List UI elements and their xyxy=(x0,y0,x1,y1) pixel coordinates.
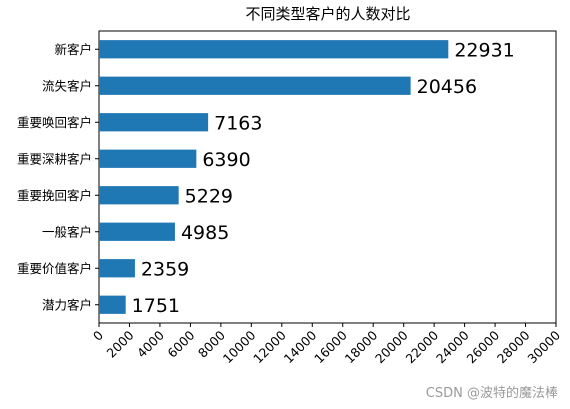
x-tick-label: 4000 xyxy=(134,327,167,360)
x-tick-label: 24000 xyxy=(433,327,472,366)
watermark: CSDN @波特的魔法棒 xyxy=(426,385,558,401)
chart-title: 不同类型客户的人数对比 xyxy=(245,5,410,23)
category-label: 新客户 xyxy=(54,42,92,57)
bar xyxy=(99,222,175,241)
category-label: 重要唤回客户 xyxy=(17,115,92,130)
bar-value-label: 4985 xyxy=(181,222,229,244)
x-tick-label: 10000 xyxy=(220,327,259,366)
x-tick-label: 22000 xyxy=(403,327,442,366)
bar-value-label: 5229 xyxy=(185,185,233,207)
x-tick-label: 0 xyxy=(90,327,106,343)
x-tick-label: 28000 xyxy=(494,327,533,366)
x-tick-label: 16000 xyxy=(311,327,350,366)
bar-value-label: 6390 xyxy=(202,149,250,171)
x-tick-label: 2000 xyxy=(103,327,136,360)
x-tick-label: 14000 xyxy=(281,327,320,366)
bar-value-label: 7163 xyxy=(214,112,262,134)
category-label: 重要深耕客户 xyxy=(17,151,92,166)
category-label: 一般客户 xyxy=(42,224,92,239)
bar xyxy=(99,149,197,168)
plot-frame xyxy=(98,30,557,324)
category-label: 重要挽回客户 xyxy=(17,188,92,203)
bar xyxy=(99,113,209,132)
bar xyxy=(99,259,135,278)
bar xyxy=(99,40,449,59)
bar xyxy=(99,76,411,95)
category-label: 流失客户 xyxy=(42,78,92,93)
category-label: 潜力客户 xyxy=(42,297,92,312)
bars-layer: 22931 20456 7163 6390 5229 4985 2359 1751 xyxy=(99,39,515,317)
x-tick-label: 26000 xyxy=(463,327,502,366)
x-tick-label: 30000 xyxy=(524,327,563,366)
x-tick-label: 12000 xyxy=(250,327,289,366)
x-axis-ticks: 0200040006000800010000120001400016000180… xyxy=(90,323,563,366)
x-tick-label: 20000 xyxy=(372,327,411,366)
bar-value-label: 1751 xyxy=(132,295,180,317)
bar-value-label: 20456 xyxy=(417,76,477,98)
bar xyxy=(99,295,126,314)
category-label: 重要价值客户 xyxy=(17,261,92,276)
x-tick-label: 18000 xyxy=(342,327,381,366)
bar-value-label: 2359 xyxy=(141,258,189,280)
x-tick-label: 6000 xyxy=(164,327,197,360)
bar xyxy=(99,186,179,205)
bar-value-label: 22931 xyxy=(454,39,514,61)
